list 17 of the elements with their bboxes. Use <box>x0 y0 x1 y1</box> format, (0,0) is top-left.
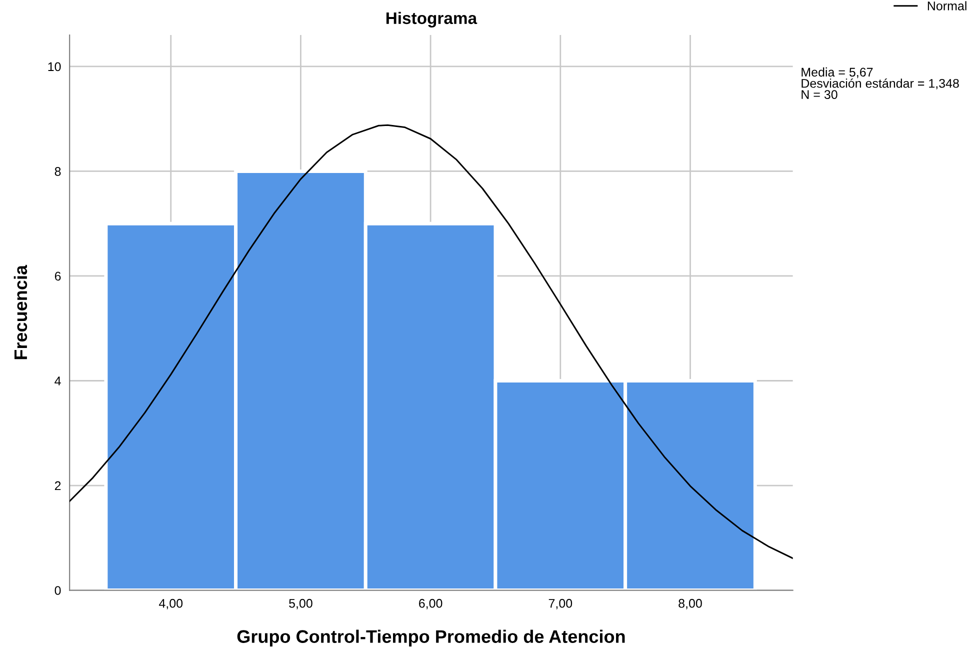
y-tick-label: 4 <box>54 376 61 386</box>
chart-title: Histograma <box>386 12 478 28</box>
text: Media = 5,67 Desviación estándar = 1,348 N = 30 <box>802 67 959 99</box>
y-tick-label: 2 <box>54 481 61 490</box>
x-tick-label: 8,00 <box>678 598 702 610</box>
y-tick-label: 6 <box>54 272 61 281</box>
y-axis-title: Frecuencia <box>14 264 28 360</box>
y-tick-label: 10 <box>48 62 61 72</box>
legend-label: Normal <box>928 1 966 10</box>
x-tick-label: 7,00 <box>548 598 572 610</box>
y-tick-label: 8 <box>54 167 61 176</box>
line-series <box>70 124 793 560</box>
y-tick-label: 0 <box>54 586 61 595</box>
x-tick-label: 4,00 <box>158 598 183 610</box>
x-tick-label: 6,00 <box>419 598 442 610</box>
x-axis-title: Grupo Control-Tiempo Promedio de Atencion <box>237 630 625 647</box>
x-tick-label: 5,00 <box>289 598 312 610</box>
